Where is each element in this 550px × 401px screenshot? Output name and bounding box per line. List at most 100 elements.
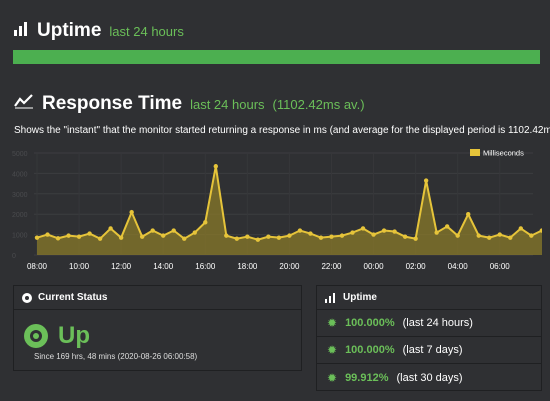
uptime-bar[interactable] [13, 50, 540, 64]
uptime-summary-panel: Uptime ✹ 100.000% (last 24 hours) ✹ 100.… [316, 285, 542, 391]
data-point [171, 228, 176, 233]
data-point [255, 237, 261, 242]
data-point [203, 220, 208, 225]
uptime-header: Uptime last 24 hours [14, 20, 184, 42]
x-tick-label: 00:00 [364, 262, 385, 271]
y-tick-label: 1000 [12, 233, 28, 240]
response-time-subtitle: last 24 hours [190, 97, 265, 112]
data-point [276, 235, 282, 240]
data-point [329, 234, 334, 239]
data-point [224, 233, 229, 238]
bar-chart-icon [14, 22, 27, 36]
response-time-average: (1102.42ms av.) [272, 97, 365, 112]
status-state: Up [58, 322, 90, 349]
uptime-period: (last 24 hours) [402, 317, 473, 329]
x-tick-label: 20:00 [279, 262, 300, 271]
data-point [318, 235, 324, 240]
status-row: Up [24, 322, 90, 350]
status-since: Since 169 hrs, 48 mins (2020-08-26 06:00… [34, 352, 198, 361]
data-point [129, 209, 134, 215]
response-time-title: Response Time [42, 93, 183, 114]
uptime-percent: 100.000% [345, 317, 395, 329]
data-point [308, 231, 313, 236]
x-tick-label: 18:00 [237, 262, 258, 271]
data-point [423, 178, 429, 183]
data-point [45, 232, 50, 237]
x-tick-label: 10:00 [69, 262, 90, 271]
x-tick-label: 16:00 [195, 262, 216, 271]
data-point [476, 233, 481, 238]
data-point [434, 230, 439, 235]
uptime-row: ✹ 100.000% (last 7 days) [317, 337, 541, 364]
data-point [87, 231, 92, 236]
x-tick-label: 22:00 [321, 262, 342, 271]
current-status-title: Current Status [38, 292, 108, 303]
uptime-row: ✹ 99.912% (last 30 days) [317, 364, 541, 391]
data-point [487, 235, 492, 240]
data-point [150, 228, 155, 233]
uptime-percent: 99.912% [345, 371, 389, 384]
uptime-row: ✹ 100.000% (last 24 hours) [317, 310, 541, 337]
data-point [518, 226, 523, 231]
line-chart-icon [14, 93, 34, 114]
data-point [182, 236, 187, 241]
y-tick-label: 2000 [12, 212, 28, 219]
response-time-header: Response Time last 24 hours (1102.42ms a… [14, 93, 365, 115]
x-tick-label: 06:00 [490, 262, 511, 271]
chart-svg: 0 1000 2000 3000 4000 5000 08:00 10:00 12:00 14:0… [12, 149, 542, 271]
check-badge-icon: ✹ [327, 370, 338, 385]
data-point [392, 229, 397, 234]
data-point [360, 226, 366, 231]
data-point [381, 228, 387, 233]
data-point [297, 228, 303, 233]
data-point [350, 230, 355, 235]
uptime-period: (last 7 days) [402, 344, 463, 356]
data-point [529, 233, 534, 238]
status-dot-icon [22, 292, 32, 303]
data-point [497, 232, 502, 237]
response-time-description: Shows the "instant" that the monitor sta… [14, 125, 550, 136]
x-tick-label: 08:00 [27, 262, 48, 271]
current-status-panel: Current Status Up Since 169 hrs, 48 mins… [13, 285, 302, 371]
uptime-summary-header: Uptime [317, 286, 541, 310]
x-tick-label: 12:00 [111, 262, 132, 271]
response-time-chart[interactable]: 0 1000 2000 3000 4000 5000 08:00 10:00 12:00 14:0… [10, 143, 542, 273]
data-point [444, 224, 450, 229]
y-tick-label: 0 [12, 253, 16, 260]
legend-label: Milliseconds [483, 149, 524, 158]
x-tick-label: 14:00 [153, 262, 174, 271]
data-point [234, 236, 240, 241]
data-point [245, 234, 250, 239]
y-tick-label: 5000 [12, 151, 28, 158]
uptime-title: Uptime [37, 20, 102, 41]
legend-swatch [470, 149, 480, 156]
bar-chart-icon [325, 292, 335, 303]
y-tick-label: 3000 [12, 192, 28, 199]
uptime-summary-title: Uptime [343, 292, 377, 303]
data-point [161, 233, 166, 238]
data-point [402, 234, 408, 239]
data-point [339, 233, 345, 238]
x-tick-label: 04:00 [448, 262, 469, 271]
data-point [455, 233, 460, 238]
x-tick-label: 02:00 [406, 262, 427, 271]
data-point [371, 232, 376, 237]
data-point [34, 235, 40, 240]
check-badge-icon: ✹ [327, 343, 338, 357]
data-point [97, 236, 103, 241]
data-point [139, 234, 145, 239]
data-point [213, 164, 218, 169]
check-badge-icon: ✹ [327, 316, 338, 330]
uptime-percent: 100.000% [345, 344, 395, 356]
uptime-subtitle: last 24 hours [109, 24, 184, 39]
data-point [539, 228, 542, 233]
data-point [76, 234, 82, 239]
data-point [413, 236, 418, 241]
data-point [66, 233, 71, 238]
y-tick-label: 4000 [12, 171, 28, 178]
data-point [192, 230, 197, 235]
data-point [266, 234, 271, 239]
current-status-header: Current Status [14, 286, 301, 310]
data-point [466, 212, 471, 217]
uptime-period: (last 30 days) [396, 371, 463, 384]
